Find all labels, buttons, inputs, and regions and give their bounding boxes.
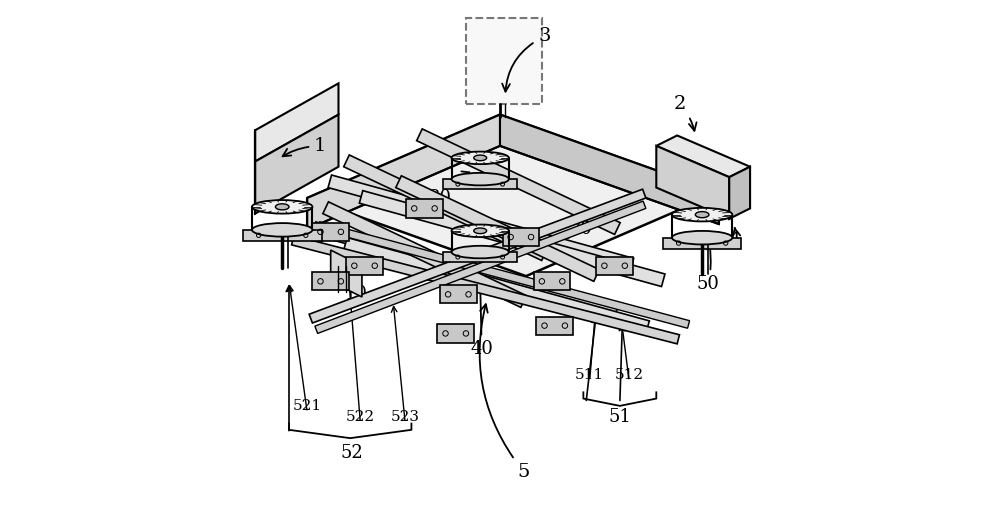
Text: 52: 52 (340, 444, 363, 462)
Polygon shape (255, 83, 338, 162)
Polygon shape (331, 250, 362, 297)
Bar (443, 179, 517, 189)
Text: 523: 523 (391, 410, 420, 424)
Polygon shape (292, 236, 679, 344)
Polygon shape (307, 115, 500, 229)
Bar (596, 257, 633, 275)
Polygon shape (656, 146, 729, 219)
Text: 512: 512 (615, 368, 644, 382)
Text: 2: 2 (674, 95, 697, 131)
Text: 3: 3 (502, 28, 551, 92)
Ellipse shape (275, 204, 289, 210)
Text: 522: 522 (346, 410, 375, 424)
Ellipse shape (252, 200, 312, 214)
Polygon shape (359, 191, 665, 287)
Bar (406, 199, 443, 218)
Text: 20: 20 (561, 220, 592, 239)
Polygon shape (318, 222, 690, 328)
Polygon shape (344, 155, 547, 260)
Text: 5: 5 (480, 304, 530, 480)
Ellipse shape (452, 152, 509, 164)
Polygon shape (328, 175, 634, 271)
Polygon shape (255, 115, 338, 214)
Bar (312, 223, 349, 241)
Ellipse shape (672, 231, 732, 244)
Ellipse shape (452, 225, 509, 237)
Polygon shape (312, 222, 618, 318)
Text: 521: 521 (293, 400, 322, 413)
Bar (440, 286, 477, 303)
Polygon shape (396, 176, 599, 281)
Text: 10: 10 (344, 269, 368, 303)
Bar (243, 230, 322, 241)
Bar (536, 317, 573, 335)
Bar (346, 257, 383, 275)
Ellipse shape (252, 223, 312, 237)
Ellipse shape (452, 246, 509, 258)
Bar (503, 228, 539, 246)
Bar (466, 18, 542, 104)
Bar (534, 272, 570, 291)
Text: 511: 511 (575, 368, 604, 382)
Text: 40: 40 (470, 247, 493, 358)
Polygon shape (307, 115, 719, 276)
Ellipse shape (452, 173, 509, 185)
Polygon shape (500, 115, 719, 224)
Ellipse shape (695, 212, 709, 218)
Polygon shape (309, 189, 646, 323)
Text: 1: 1 (283, 137, 326, 156)
Polygon shape (315, 201, 646, 333)
Polygon shape (417, 129, 620, 234)
Ellipse shape (474, 228, 487, 233)
Bar (443, 252, 517, 262)
Text: 30: 30 (429, 171, 469, 207)
Text: 4: 4 (728, 228, 741, 249)
Ellipse shape (672, 208, 732, 221)
Bar (663, 238, 741, 249)
Polygon shape (656, 135, 750, 177)
Polygon shape (729, 167, 750, 219)
Polygon shape (344, 238, 649, 333)
Ellipse shape (474, 155, 487, 160)
Bar (437, 324, 474, 343)
Text: 51: 51 (608, 408, 631, 426)
Text: 50: 50 (697, 242, 720, 293)
Bar (312, 272, 349, 291)
Polygon shape (323, 202, 526, 307)
